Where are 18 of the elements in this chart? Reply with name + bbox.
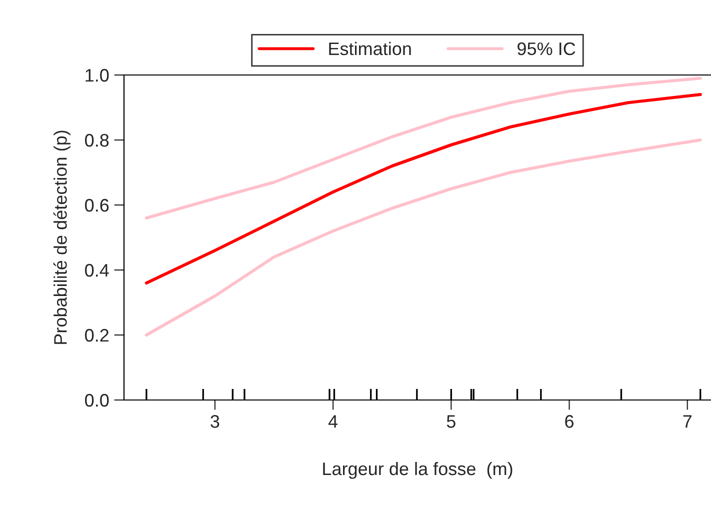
x-tick-label: 5 [446, 415, 456, 428]
line-series [144, 76, 702, 220]
x-tick-label: 6 [565, 415, 574, 428]
line-series [144, 92, 702, 285]
y-tick-label: 0.8 [85, 134, 109, 147]
y-tick-label: 0.0 [85, 394, 109, 407]
y-tick-label: 0.2 [85, 328, 109, 342]
y-axis-title: Probabilité de détection (p) [53, 130, 70, 344]
y-tick-label: 1.0 [86, 68, 109, 82]
line-series [144, 138, 702, 337]
x-tick-label: 3 [210, 415, 220, 428]
x-tick-label: 7 [683, 415, 692, 428]
y-tick-label: 0.4 [85, 264, 109, 277]
x-axis-title: Largeur de la fosse (m) [323, 462, 512, 479]
legend-label: Estimation [329, 42, 411, 56]
y-tick-label: 0.6 [85, 198, 109, 212]
legend-label: 95% IC [518, 42, 576, 56]
x-tick-label: 4 [328, 415, 338, 428]
